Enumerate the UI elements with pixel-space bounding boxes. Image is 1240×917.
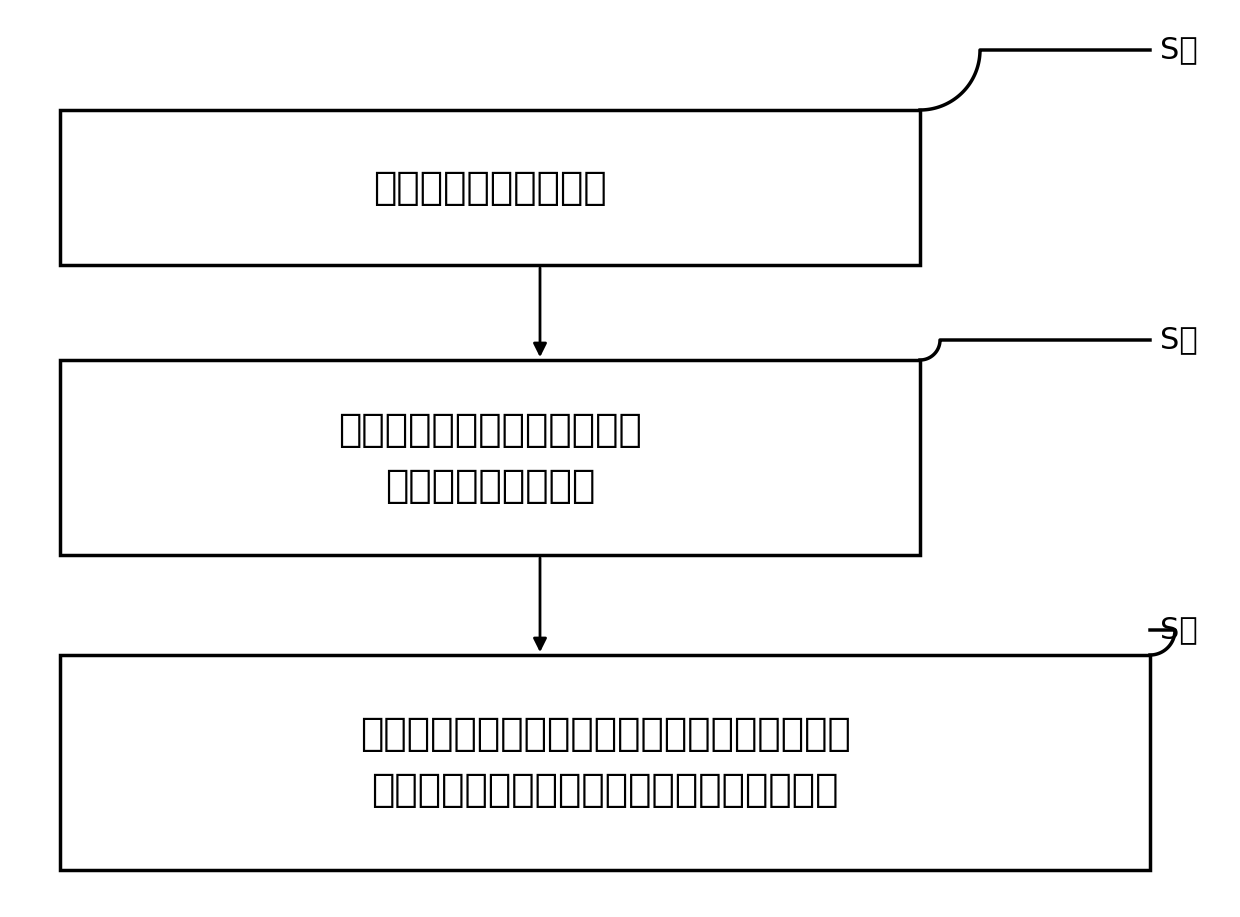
Bar	[60, 360, 920, 555]
Bar	[60, 110, 920, 265]
Bar	[60, 655, 1149, 870]
Text: 通过反演比较模拟能谱曲线与实际能谱曲线，以
获得模拟能谱曲线与实际能谱曲线之间的误差: 通过反演比较模拟能谱曲线与实际能谱曲线，以 获得模拟能谱曲线与实际能谱曲线之间的…	[360, 715, 851, 810]
Text: S１: S１	[1159, 36, 1198, 64]
Text: S３: S３	[1159, 615, 1198, 645]
Text: 对实际核能谱曲线图进行处理
以获得模拟能谱曲线: 对实际核能谱曲线图进行处理 以获得模拟能谱曲线	[339, 411, 642, 504]
Text: S２: S２	[1159, 326, 1198, 355]
Text: 获取实际核能谱曲线图: 获取实际核能谱曲线图	[373, 169, 606, 206]
